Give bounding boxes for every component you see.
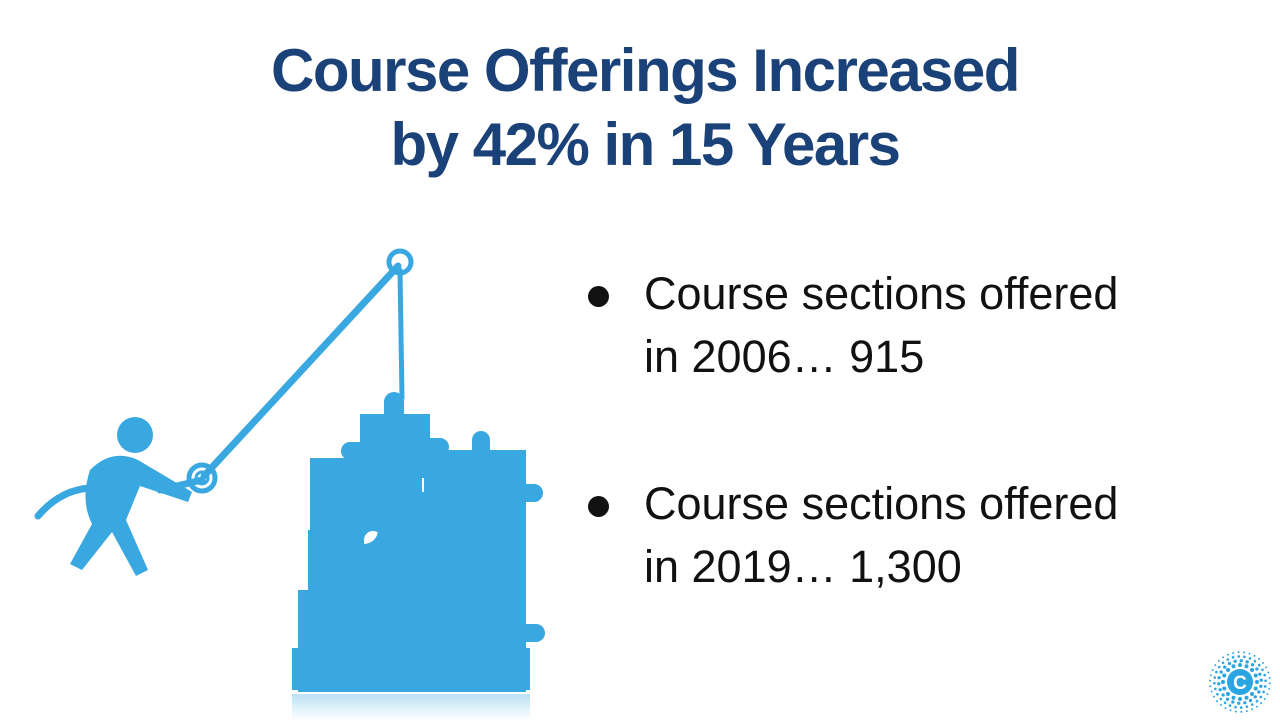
bullet-2019: Course sections offered in 2019… 1,300	[582, 472, 1272, 598]
dotted-burst-logo: C	[1209, 651, 1271, 713]
bullet-dot-icon	[588, 286, 609, 307]
slide-title-line-1: Course Offerings Increased	[271, 37, 1020, 104]
slide-title-line-2: by 42% in 15 Years	[390, 111, 901, 178]
bullet-2006-line-1: Course sections offered	[644, 268, 1119, 319]
logo-letter: C	[1233, 673, 1247, 694]
person-pulling-puzzle-icon	[34, 248, 545, 720]
bullet-2019-line-1: Course sections offered	[644, 478, 1119, 529]
bullet-2006: Course sections offered in 2006… 915	[582, 262, 1272, 388]
bullet-dot-icon	[588, 496, 609, 517]
bullet-2019-line-2: in 2019… 1,300	[644, 541, 962, 592]
bullet-2006-line-2: in 2006… 915	[644, 331, 925, 382]
slide-title: Course Offerings Increased by 42% in 15 …	[0, 34, 1280, 182]
bullet-list: Course sections offered in 2006… 915 Cou…	[582, 262, 1272, 598]
